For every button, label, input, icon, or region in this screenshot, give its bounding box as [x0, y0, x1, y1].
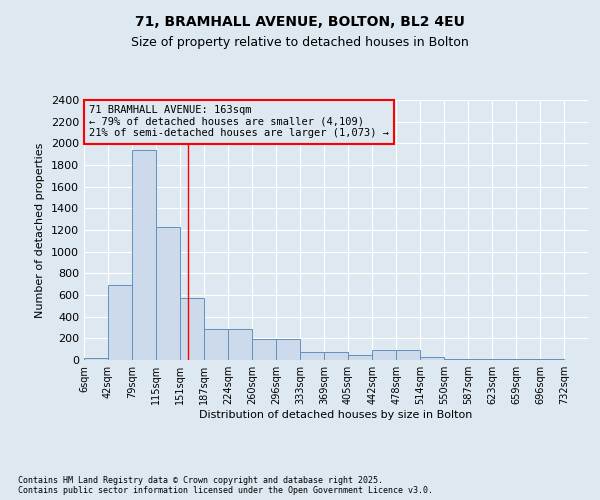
- Text: Size of property relative to detached houses in Bolton: Size of property relative to detached ho…: [131, 36, 469, 49]
- Bar: [300, 352, 324, 360]
- Bar: [156, 227, 180, 360]
- Bar: [420, 358, 444, 360]
- Bar: [396, 350, 420, 360]
- Bar: [228, 328, 252, 360]
- X-axis label: Distribution of detached houses by size in Bolton: Distribution of detached houses by size …: [199, 410, 473, 420]
- Bar: [276, 339, 300, 360]
- Bar: [108, 285, 132, 360]
- Bar: [373, 350, 396, 360]
- Bar: [180, 298, 204, 360]
- Bar: [132, 150, 156, 360]
- Bar: [204, 328, 228, 360]
- Text: 71 BRAMHALL AVENUE: 163sqm
← 79% of detached houses are smaller (4,109)
21% of s: 71 BRAMHALL AVENUE: 163sqm ← 79% of deta…: [89, 105, 389, 138]
- Text: 71, BRAMHALL AVENUE, BOLTON, BL2 4EU: 71, BRAMHALL AVENUE, BOLTON, BL2 4EU: [135, 16, 465, 30]
- Bar: [84, 358, 108, 360]
- Bar: [252, 339, 276, 360]
- Text: Contains HM Land Registry data © Crown copyright and database right 2025.
Contai: Contains HM Land Registry data © Crown c…: [18, 476, 433, 495]
- Y-axis label: Number of detached properties: Number of detached properties: [35, 142, 46, 318]
- Bar: [324, 352, 348, 360]
- Bar: [444, 359, 468, 360]
- Bar: [348, 354, 373, 360]
